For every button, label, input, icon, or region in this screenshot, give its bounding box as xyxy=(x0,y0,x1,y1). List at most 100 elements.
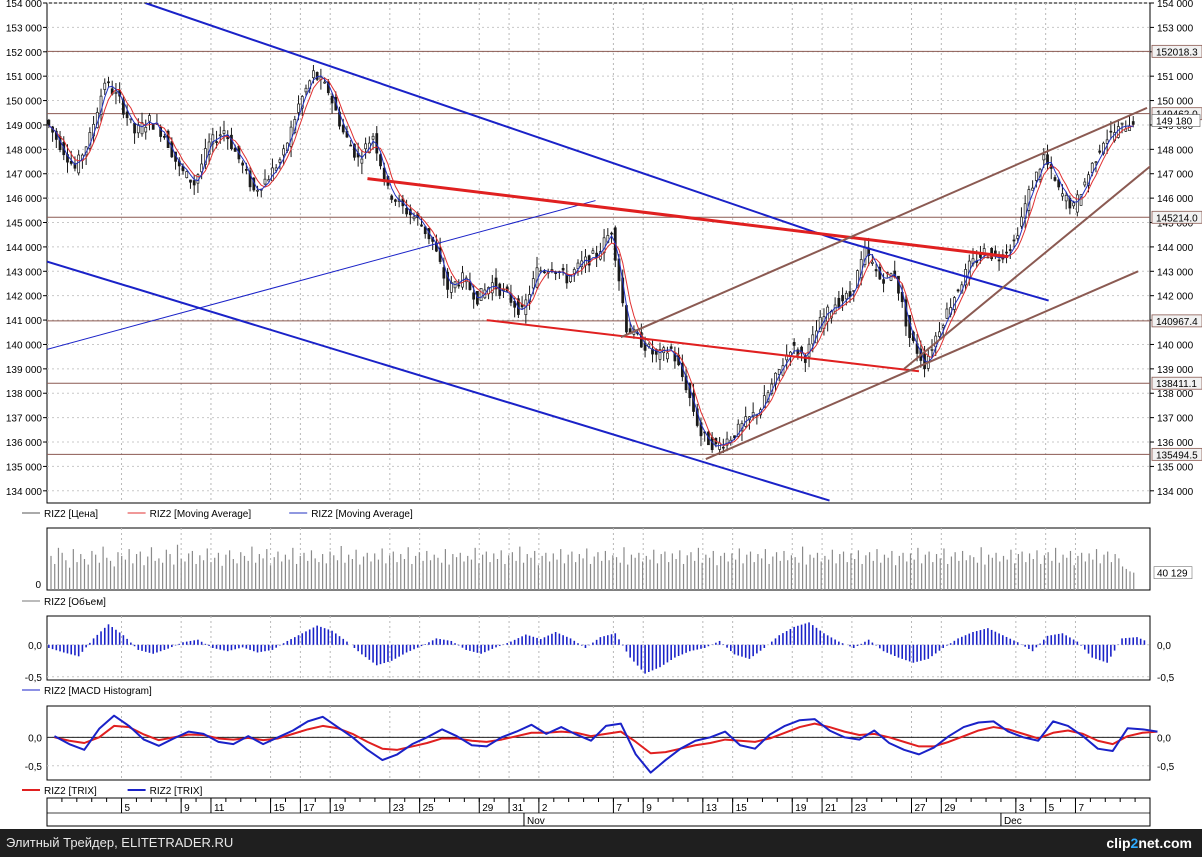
candle-body xyxy=(874,269,878,272)
x-tick-label: 17 xyxy=(303,803,315,814)
candle-body xyxy=(77,154,81,174)
level-label-box-5 xyxy=(1151,447,1202,461)
trendline-4 xyxy=(486,319,920,373)
candle-body xyxy=(382,167,386,181)
candle-body xyxy=(371,135,375,140)
candle-body xyxy=(777,369,781,375)
trendline-0 xyxy=(145,3,1049,302)
candle-body xyxy=(114,92,118,94)
trix-ylabel-right: 0,0 xyxy=(1157,733,1171,744)
candle-body xyxy=(1072,202,1075,207)
candle-body xyxy=(733,435,736,439)
candle-body xyxy=(148,115,151,122)
price-ylabel-left: 150 000 xyxy=(6,97,43,108)
candle-body xyxy=(215,141,218,143)
candle-body xyxy=(200,163,204,173)
candle-body xyxy=(353,143,356,158)
candle-body xyxy=(807,343,811,358)
price-ylabel-left: 154 000 xyxy=(6,0,43,10)
x-tick-label: 25 xyxy=(423,803,435,814)
candle-body xyxy=(297,103,300,113)
price-ylabel-right: 140 000 xyxy=(1157,340,1194,351)
candle-body xyxy=(122,99,125,115)
x-tick-label: 13 xyxy=(706,803,718,814)
candle-body xyxy=(405,207,408,215)
level-label-box-4 xyxy=(1151,376,1202,390)
x-tick-label: 2 xyxy=(542,803,548,814)
price-ylabel-right: 134 000 xyxy=(1157,487,1194,498)
candle-body xyxy=(103,82,107,90)
candle-body xyxy=(610,232,613,235)
candle-body xyxy=(241,162,245,166)
price-ylabel-left: 144 000 xyxy=(6,243,43,254)
candle-body xyxy=(248,170,252,188)
candle-body xyxy=(315,72,319,80)
candle-body xyxy=(203,148,207,165)
candle-body xyxy=(1061,193,1064,197)
candle-body xyxy=(1031,187,1034,191)
trix-ylabel-left: 0,0 xyxy=(28,733,42,744)
price-ylabel-left: 135 000 xyxy=(6,462,43,473)
x-tick-label: 11 xyxy=(214,803,225,814)
x-tick-label: 29 xyxy=(482,803,494,814)
candle-body xyxy=(136,124,140,134)
candle-body xyxy=(1016,235,1020,239)
price-ylabel-left: 142 000 xyxy=(6,292,43,303)
x-tick-label: 9 xyxy=(184,803,190,814)
level-label: 152018.3 xyxy=(1156,47,1198,58)
price-ylabel-left: 136 000 xyxy=(6,438,43,449)
candle-body xyxy=(993,250,997,254)
candle-body xyxy=(494,277,498,290)
candle-body xyxy=(718,442,721,450)
price-ylabel-left: 149 000 xyxy=(6,121,43,132)
price-ylabel-right: 142 000 xyxy=(1157,292,1194,303)
candle-body xyxy=(818,316,822,332)
price-ylabel-left: 151 000 xyxy=(6,72,43,83)
candle-body xyxy=(412,216,416,220)
clip2net-logo: clip2net.com xyxy=(1106,829,1192,857)
candle-body xyxy=(669,346,673,349)
candle-body xyxy=(312,70,315,79)
volume-last-box xyxy=(1153,566,1193,579)
legend-trix-1: RIZ2 [TRIX] xyxy=(150,786,203,797)
candle-body xyxy=(420,224,423,227)
candle-body xyxy=(1012,239,1016,242)
candle-body xyxy=(69,160,73,164)
price-ylabel-right: 145 000 xyxy=(1157,219,1194,230)
brand-suffix: net.com xyxy=(1138,835,1192,851)
last-value-label: 149 180 xyxy=(1156,117,1193,128)
chart-canvas: 134 000 134 000 135 000 135 000 136 000 136 0… xyxy=(6,0,1202,827)
trix-line-1 xyxy=(53,714,1158,774)
legend-price-0: RIZ2 [Цена] xyxy=(44,509,98,520)
candle-body xyxy=(47,119,51,126)
level-label-box-0 xyxy=(1151,44,1202,58)
price-ylabel-left: 147 000 xyxy=(6,170,43,181)
candle-body xyxy=(256,189,259,192)
price-ylabel-left: 140 000 xyxy=(6,340,43,351)
x-tick-label: 15 xyxy=(736,803,748,814)
candle-body xyxy=(394,199,397,202)
candle-body xyxy=(1102,142,1105,154)
candle-body xyxy=(1064,194,1068,202)
x-tick-label: 19 xyxy=(333,803,345,814)
candle-body xyxy=(159,127,163,137)
candle-body xyxy=(1042,154,1046,161)
candle-body xyxy=(1053,177,1057,181)
candle-body xyxy=(647,343,651,347)
candle-body xyxy=(695,408,699,426)
price-ylabel-right: 144 000 xyxy=(1157,243,1194,254)
candle-body xyxy=(762,395,766,409)
price-ylabel-left: 141 000 xyxy=(6,316,43,327)
price-ylabel-left: 134 000 xyxy=(6,487,43,498)
candle-body xyxy=(945,308,949,319)
candle-body xyxy=(841,294,844,302)
candle-body xyxy=(956,289,960,292)
candle-body xyxy=(192,180,196,186)
price-ylabel-left: 152 000 xyxy=(6,48,43,59)
price-ylabel-left: 146 000 xyxy=(6,194,43,205)
candle-body xyxy=(163,136,166,138)
legend-trix-0: RIZ2 [TRIX] xyxy=(44,786,97,797)
candle-body xyxy=(323,81,326,84)
legend-price-1: RIZ2 [Moving Average] xyxy=(150,509,252,520)
candle-body xyxy=(871,261,874,264)
